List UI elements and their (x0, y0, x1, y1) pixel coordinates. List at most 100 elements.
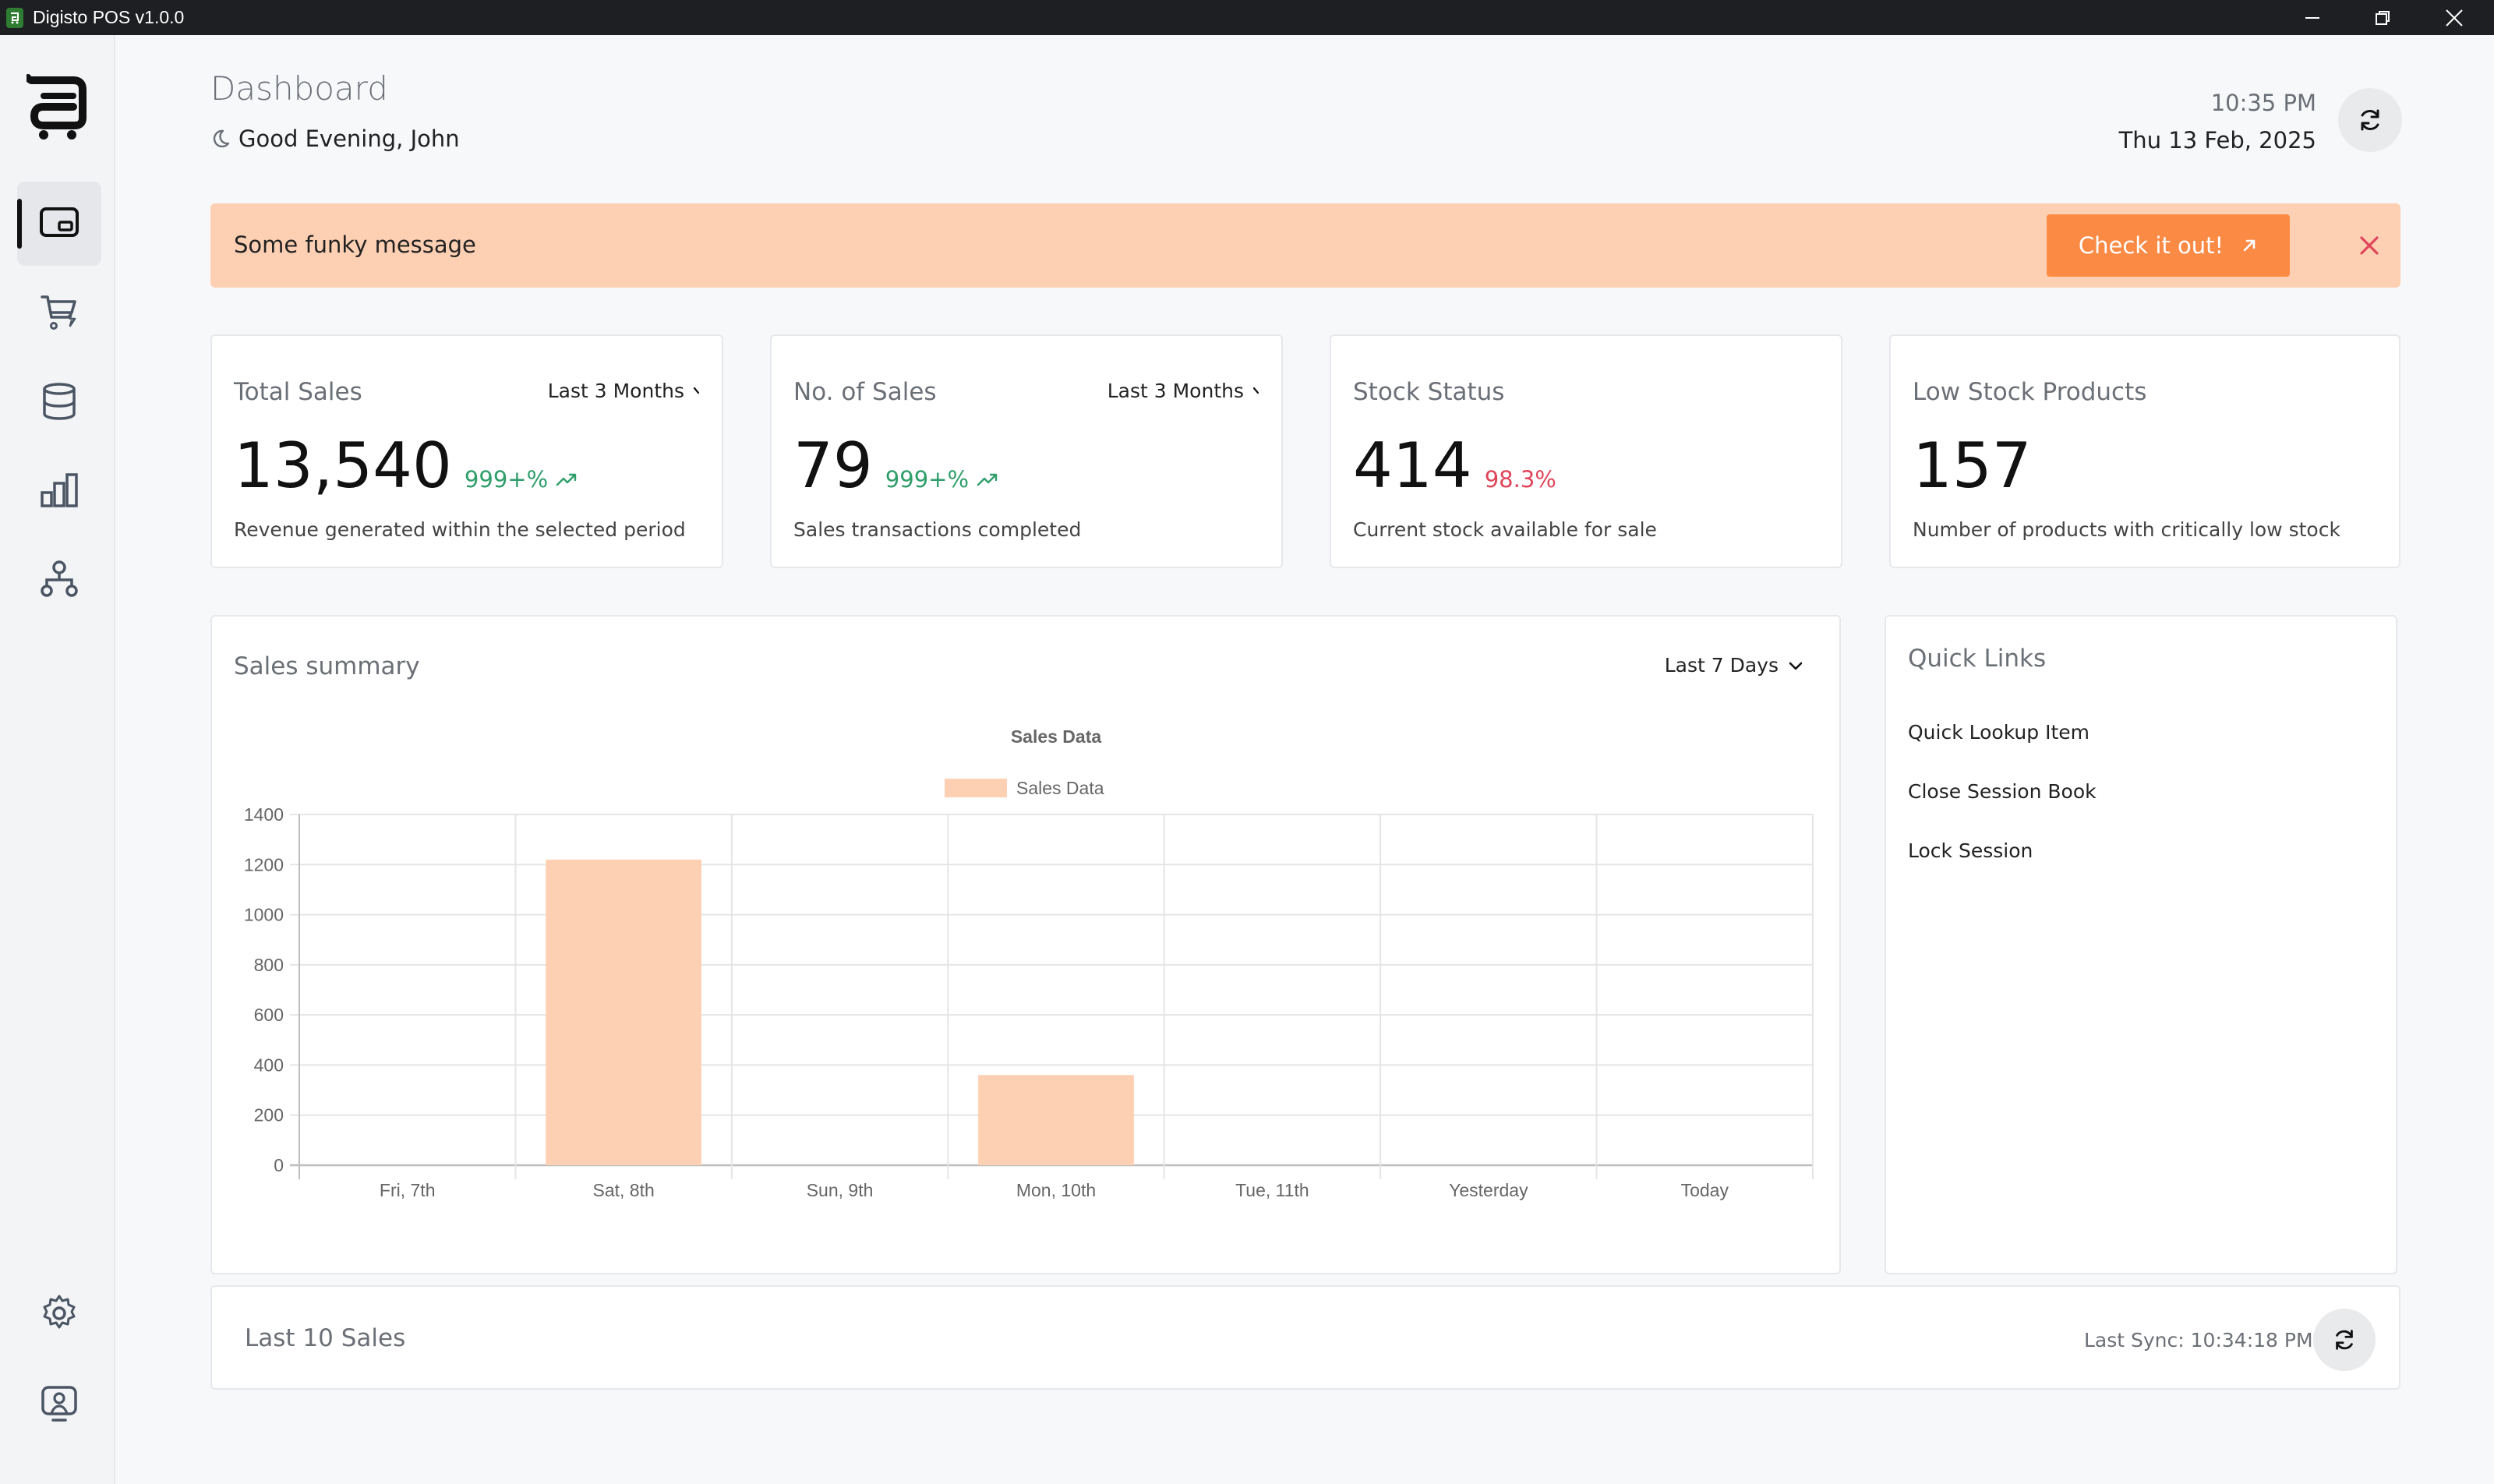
nav-organization[interactable] (17, 537, 101, 621)
banner-message: Some funky message (234, 231, 476, 258)
stat-card-no-of-sales: No. of Sales Last 3 Months 79 999+% Sale… (770, 334, 1283, 568)
restore-icon (2376, 10, 2390, 25)
nav-settings[interactable] (17, 1271, 101, 1355)
banner-close-button[interactable] (2351, 227, 2388, 264)
legend-label: Sales Data (1016, 778, 1104, 798)
period-dropdown[interactable]: Last 3 Months (1107, 380, 1261, 402)
y-tick-label: 400 (254, 1055, 284, 1075)
y-tick-label: 0 (274, 1155, 284, 1175)
last-sales-refresh-button[interactable] (2313, 1309, 2376, 1371)
stat-delta: 999+% (885, 466, 998, 493)
current-time: 10:35 PM (2210, 90, 2316, 116)
chart-bar (546, 859, 702, 1165)
page-title: Dashboard (210, 69, 388, 108)
stat-label: Total Sales (234, 378, 362, 406)
nav-user[interactable] (17, 1362, 101, 1446)
stat-label: Stock Status (1353, 378, 1505, 406)
x-tick-label: Sat, 8th (593, 1180, 655, 1200)
quick-links-title: Quick Links (1908, 645, 2047, 673)
y-tick-label: 800 (254, 955, 284, 975)
sales-bar-chart: Sales Data Sales Data 0 200 400 600 800 1000 120… (244, 726, 1814, 1200)
sidebar (0, 35, 115, 1484)
cart-icon (41, 295, 76, 330)
stat-description: Current stock available for sale (1353, 518, 1657, 541)
quick-link-lock-session[interactable]: Lock Session (1908, 839, 2033, 862)
external-arrow-icon (2243, 239, 2256, 252)
stat-delta-text: 98.3% (1484, 466, 1556, 493)
y-tick-label: 200 (254, 1105, 284, 1125)
y-tick-label: 1000 (244, 905, 284, 925)
current-date: Thu 13 Feb, 2025 (2118, 127, 2316, 154)
chart-title: Sales Data (1011, 726, 1102, 747)
x-tick-label: Sun, 9th (807, 1180, 874, 1200)
greeting: Good Evening, John (210, 125, 460, 152)
stat-value: 13,540 (234, 429, 452, 502)
stat-description: Number of products with critically low s… (1913, 518, 2340, 541)
close-window-button[interactable] (2419, 0, 2489, 35)
sales-period-dropdown[interactable]: Last 7 Days (1665, 654, 1803, 677)
moon-icon (213, 129, 230, 148)
refresh-icon (2361, 109, 2379, 131)
last-sync-text: Last Sync: 10:34:18 PM (2084, 1329, 2313, 1352)
gear-icon (43, 1295, 76, 1329)
quick-link-close-session-book[interactable]: Close Session Book (1908, 780, 2097, 803)
chevron-down-icon (1789, 662, 1803, 670)
refresh-icon (2336, 1330, 2353, 1350)
close-icon (2360, 236, 2379, 255)
period-dropdown[interactable]: Last 3 Months (548, 380, 701, 402)
period-label: Last 3 Months (547, 380, 684, 402)
network-icon (41, 560, 78, 597)
legend-swatch (945, 779, 1007, 797)
last-sales-title: Last 10 Sales (245, 1324, 406, 1352)
sales-period-label: Last 7 Days (1664, 654, 1779, 677)
app-icon (6, 7, 23, 28)
y-tick-label: 1200 (244, 854, 284, 874)
x-tick-label: Fri, 7th (380, 1180, 436, 1200)
cta-label: Check it out! (2078, 232, 2224, 259)
stat-card-stock-status: Stock Status 414 98.3% Current stock ava… (1330, 334, 1842, 568)
clock: 10:35 PM Thu 13 Feb, 2025 (2119, 90, 2316, 154)
refresh-button[interactable] (2338, 88, 2402, 152)
stat-description: Revenue generated within the selected pe… (234, 518, 686, 541)
bar-chart-icon (41, 473, 78, 507)
minimize-button[interactable] (2277, 0, 2347, 35)
digisto-logo[interactable] (25, 74, 89, 141)
period-label: Last 3 Months (1107, 380, 1244, 402)
trend-up-icon (977, 473, 998, 486)
chevron-icon (693, 387, 700, 394)
stat-description: Sales transactions completed (793, 518, 1082, 541)
x-tick-label: Mon, 10th (1016, 1180, 1096, 1200)
stat-label: No. of Sales (793, 378, 937, 406)
restore-button[interactable] (2347, 0, 2418, 35)
x-tick-label: Today (1681, 1180, 1729, 1200)
stat-value: 79 (793, 429, 873, 502)
stat-card-low-stock: Low Stock Products 157 Number of product… (1889, 334, 2400, 568)
minimize-icon (2305, 16, 2319, 19)
stat-delta-text: 999+% (464, 466, 549, 493)
nav-dashboard[interactable] (17, 182, 101, 266)
check-it-out-button[interactable]: Check it out! (2047, 214, 2290, 277)
stat-label: Low Stock Products (1913, 378, 2147, 406)
y-tick-label: 1400 (244, 804, 284, 825)
last-sales-card: Last 10 Sales Last Sync: 10:34:18 PM (210, 1285, 2400, 1390)
stat-value: 414 (1353, 429, 1472, 502)
quick-link-lookup-item[interactable]: Quick Lookup Item (1908, 721, 2090, 744)
window-title: Digisto POS v1.0.0 (33, 7, 185, 27)
x-tick-label: Tue, 11th (1235, 1180, 1309, 1200)
stat-delta: 98.3% (1485, 466, 1556, 493)
x-tick-label: Yesterday (1449, 1180, 1528, 1200)
nav-sales[interactable] (17, 270, 101, 355)
nav-reports[interactable] (17, 448, 101, 532)
stat-card-total-sales: Total Sales Last 3 Months 13,540 999+% R… (210, 334, 723, 568)
greeting-text: Good Evening, John (238, 125, 460, 152)
stat-value-row: 414 98.3% (1353, 429, 1556, 502)
y-tick-label: 600 (254, 1005, 284, 1025)
stat-value: 157 (1913, 429, 2032, 502)
stat-delta-text: 999+% (885, 466, 970, 493)
stat-value-row: 157 (1913, 429, 2032, 502)
sales-summary-title: Sales summary (234, 652, 420, 680)
nav-inventory[interactable] (17, 359, 101, 443)
announcement-banner: Some funky message Check it out! (210, 203, 2400, 288)
main-content: Dashboard Good Evening, John 10:35 PM Th… (115, 35, 2494, 1484)
stat-value-row: 79 999+% (793, 429, 998, 502)
